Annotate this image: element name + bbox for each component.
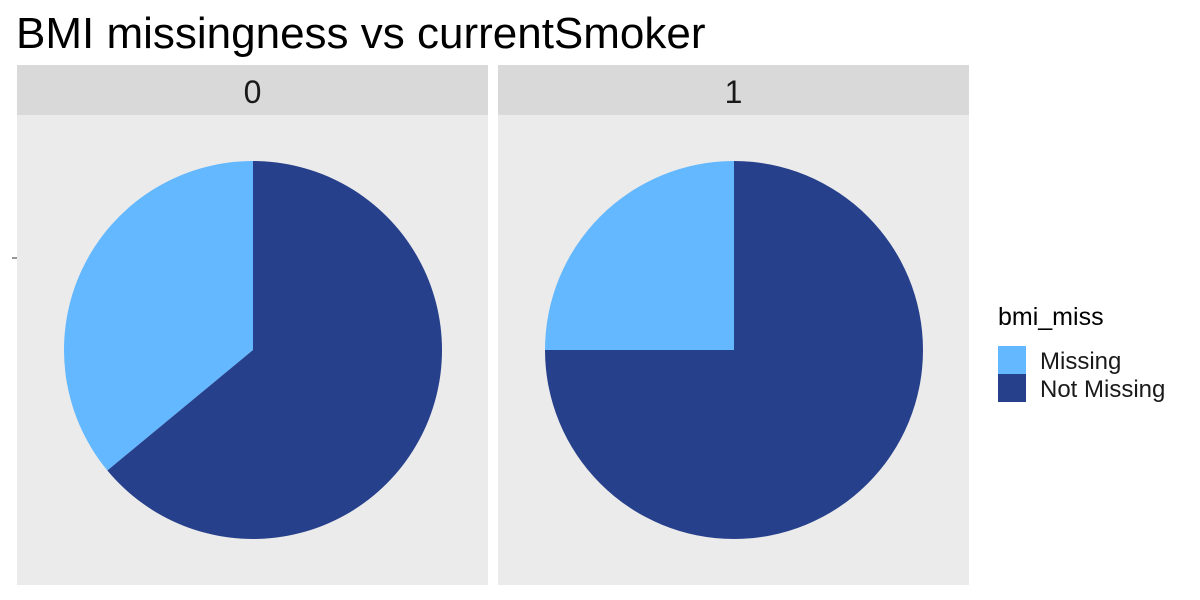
- pie-0: [63, 161, 442, 539]
- legend-swatch-missing: [998, 346, 1026, 374]
- facet-panel-0: 0: [17, 65, 488, 585]
- chart-title: BMI missingness vs currentSmoker: [16, 9, 706, 58]
- facet-panel-1: 1: [498, 65, 969, 585]
- pie-slice-0-missing: [63, 161, 253, 471]
- pie-slice-1-missing: [545, 161, 734, 350]
- legend-title: bmi_miss: [998, 303, 1104, 331]
- pie-slice-0-not-missing: [107, 161, 442, 539]
- facet-strip-1: [498, 65, 969, 115]
- pie-1: [545, 161, 923, 539]
- pie-slice-1-not-missing: [545, 161, 923, 539]
- facet-strip-label-1: 1: [725, 74, 743, 110]
- facet-strip-0: [17, 65, 488, 115]
- legend-label-not-missing: Not Missing: [1040, 376, 1165, 403]
- facet-strip-label-0: 0: [244, 74, 262, 110]
- legend-label-missing: Missing: [1040, 348, 1121, 375]
- legend-swatch-not-missing: [998, 374, 1026, 402]
- legend: bmi_miss Missing Not Missing: [998, 303, 1165, 403]
